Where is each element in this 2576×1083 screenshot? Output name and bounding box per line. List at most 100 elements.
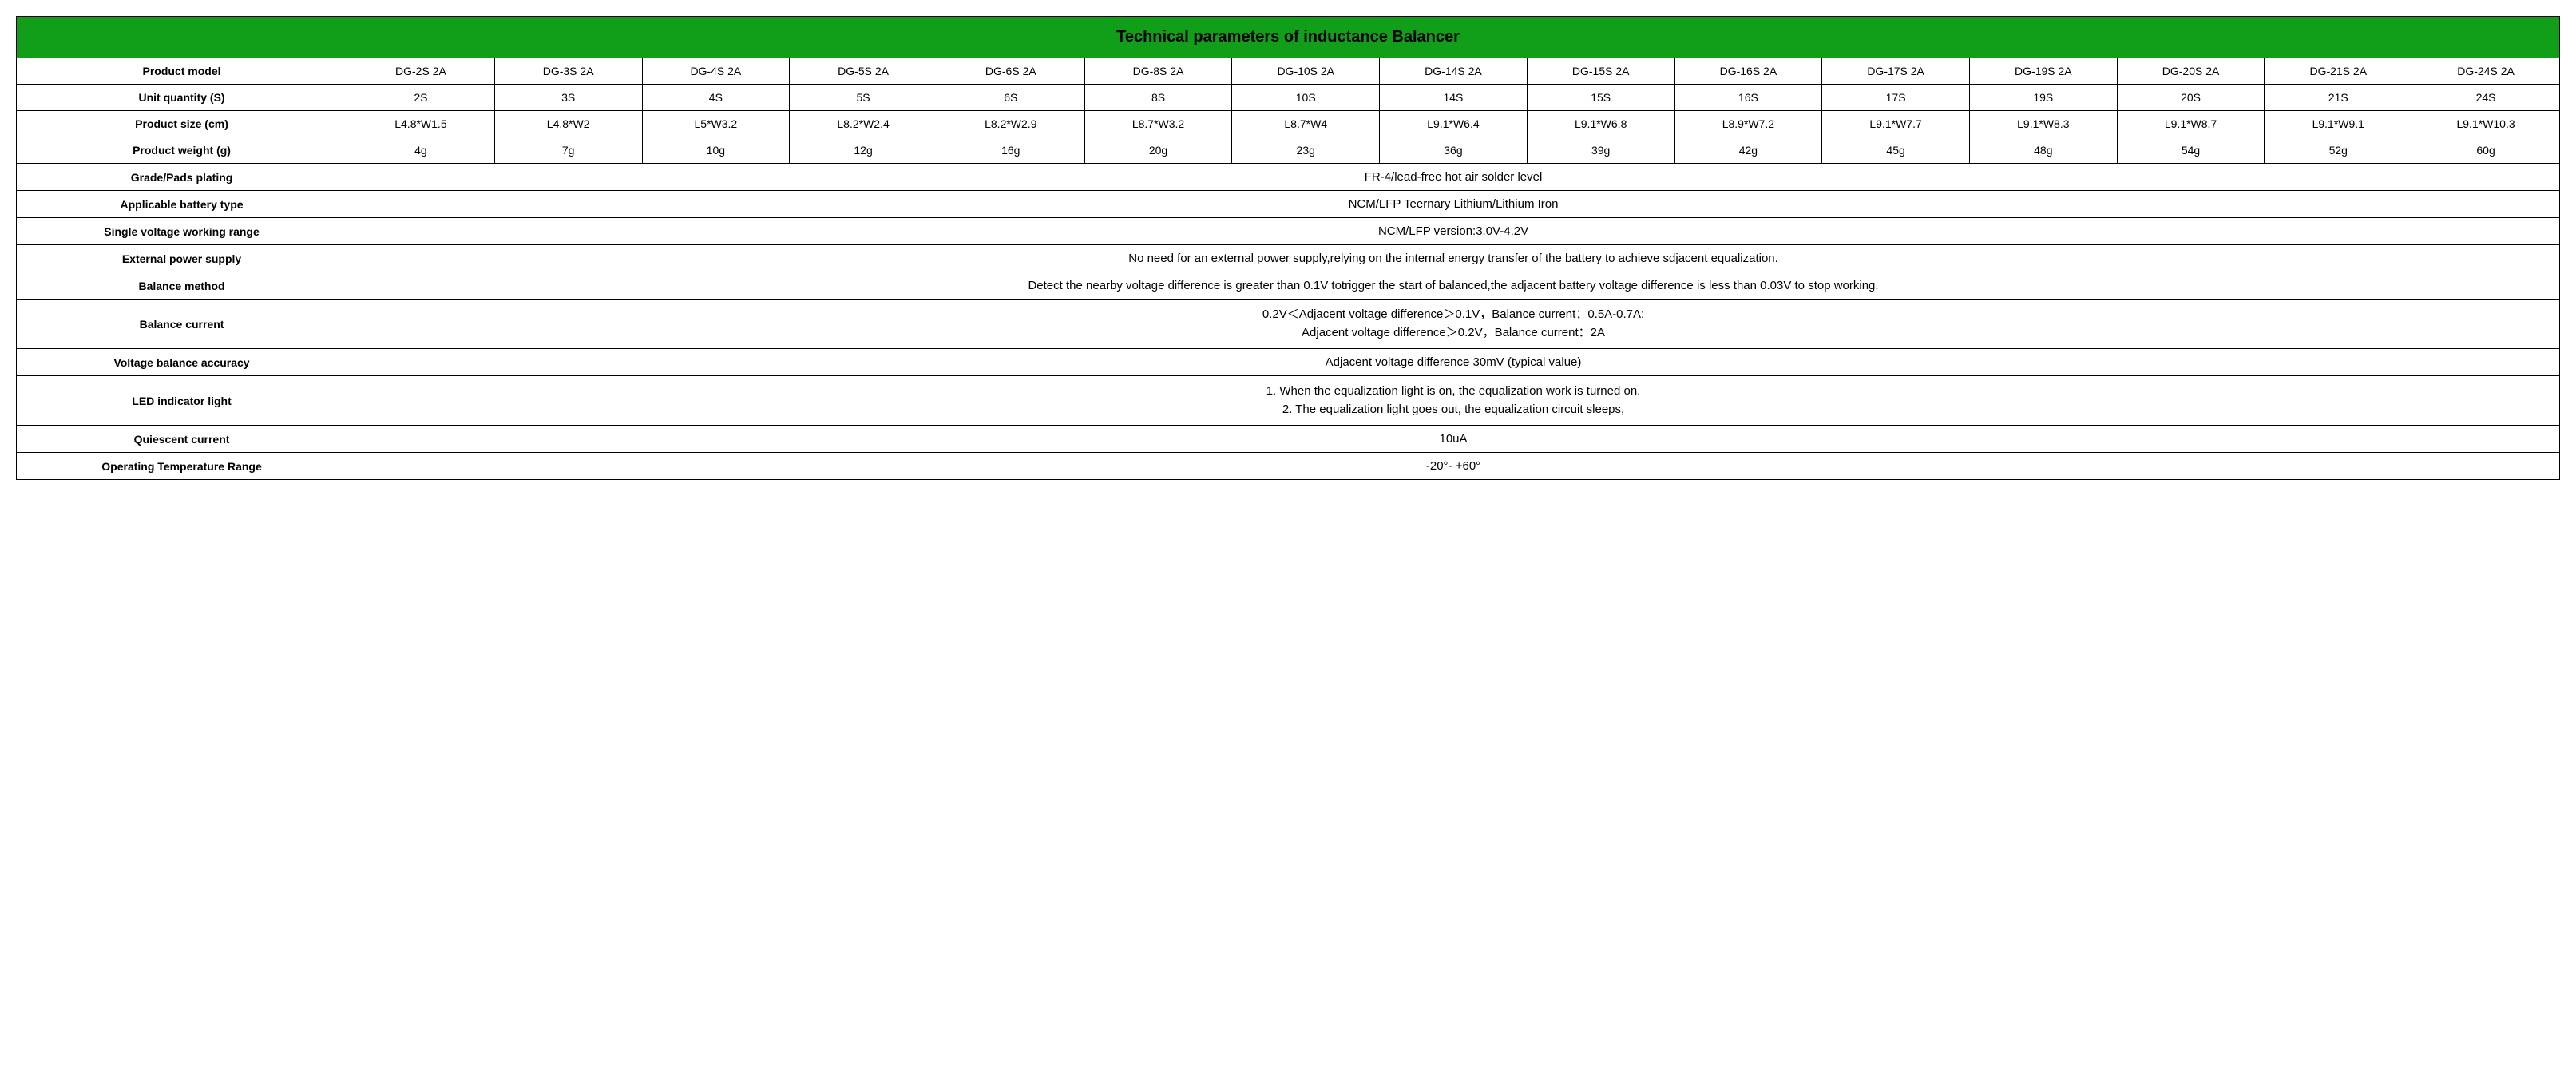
data-cell: 24S <box>2412 85 2560 111</box>
data-cell: L9.1*W8.7 <box>2117 111 2265 137</box>
merged-cell: Detect the nearby voltage difference is … <box>347 272 2560 300</box>
data-cell: 6S <box>937 85 1084 111</box>
data-cell: 10g <box>642 137 790 164</box>
data-cell: DG-17S 2A <box>1822 58 1970 85</box>
title-row: Technical parameters of inductance Balan… <box>17 17 2560 58</box>
data-cell: 36g <box>1380 137 1528 164</box>
data-cell: L9.1*W9.1 <box>2265 111 2412 137</box>
data-cell: L5*W3.2 <box>642 111 790 137</box>
merged-cell: FR-4/lead-free hot air solder level <box>347 164 2560 191</box>
data-cell: 39g <box>1527 137 1674 164</box>
table-title: Technical parameters of inductance Balan… <box>17 17 2560 58</box>
data-cell: DG-6S 2A <box>937 58 1084 85</box>
data-cell: DG-10S 2A <box>1232 58 1380 85</box>
data-cell: DG-24S 2A <box>2412 58 2560 85</box>
data-cell: 48g <box>1969 137 2117 164</box>
data-cell: 42g <box>1674 137 1822 164</box>
merged-cell: NCM/LFP version:3.0V-4.2V <box>347 218 2560 245</box>
table-row: Product size (cm)L4.8*W1.5L4.8*W2L5*W3.2… <box>17 111 2560 137</box>
data-cell: 10S <box>1232 85 1380 111</box>
data-cell: DG-21S 2A <box>2265 58 2412 85</box>
data-cell: 54g <box>2117 137 2265 164</box>
merged-cell: NCM/LFP Teernary Lithium/Lithium Iron <box>347 191 2560 218</box>
table-row: Balance current0.2V＜Adjacent voltage dif… <box>17 300 2560 349</box>
data-cell: 23g <box>1232 137 1380 164</box>
row-label: LED indicator light <box>17 376 347 426</box>
row-label: Product model <box>17 58 347 85</box>
table-row: Grade/Pads platingFR-4/lead-free hot air… <box>17 164 2560 191</box>
data-cell: 4g <box>347 137 495 164</box>
table-row: Unit quantity (S)2S3S4S5S6S8S10S14S15S16… <box>17 85 2560 111</box>
spec-table: Technical parameters of inductance Balan… <box>16 16 2560 480</box>
data-cell: 14S <box>1380 85 1528 111</box>
row-label: Product weight (g) <box>17 137 347 164</box>
row-label: Balance current <box>17 300 347 349</box>
data-cell: DG-16S 2A <box>1674 58 1822 85</box>
data-cell: DG-19S 2A <box>1969 58 2117 85</box>
table-row: External power supplyNo need for an exte… <box>17 245 2560 272</box>
row-label: Product size (cm) <box>17 111 347 137</box>
data-cell: 16S <box>1674 85 1822 111</box>
data-cell: 17S <box>1822 85 1970 111</box>
merged-cell: -20°- +60° <box>347 453 2560 480</box>
data-cell: DG-2S 2A <box>347 58 495 85</box>
data-cell: DG-4S 2A <box>642 58 790 85</box>
data-cell: DG-14S 2A <box>1380 58 1528 85</box>
data-cell: 45g <box>1822 137 1970 164</box>
data-cell: L8.7*W3.2 <box>1084 111 1232 137</box>
data-cell: L9.1*W10.3 <box>2412 111 2560 137</box>
row-label: Grade/Pads plating <box>17 164 347 191</box>
row-label: Single voltage working range <box>17 218 347 245</box>
merged-cell: Adjacent voltage difference 30mV (typica… <box>347 349 2560 376</box>
data-cell: DG-3S 2A <box>494 58 642 85</box>
data-cell: L8.2*W2.9 <box>937 111 1084 137</box>
data-cell: DG-8S 2A <box>1084 58 1232 85</box>
data-cell: 5S <box>790 85 937 111</box>
data-cell: L9.1*W7.7 <box>1822 111 1970 137</box>
data-cell: L9.1*W8.3 <box>1969 111 2117 137</box>
row-label: Voltage balance accuracy <box>17 349 347 376</box>
data-cell: 19S <box>1969 85 2117 111</box>
data-cell: L8.9*W7.2 <box>1674 111 1822 137</box>
row-label: Balance method <box>17 272 347 300</box>
merged-cell: 0.2V＜Adjacent voltage difference＞0.1V，Ba… <box>347 300 2560 349</box>
row-label: Applicable battery type <box>17 191 347 218</box>
data-cell: 3S <box>494 85 642 111</box>
table-row: Product modelDG-2S 2ADG-3S 2ADG-4S 2ADG-… <box>17 58 2560 85</box>
cell-line: Adjacent voltage difference＞0.2V，Balance… <box>351 324 2556 343</box>
data-cell: 2S <box>347 85 495 111</box>
data-cell: 16g <box>937 137 1084 164</box>
cell-line: 2. The equalization light goes out, the … <box>351 401 2556 419</box>
data-cell: L9.1*W6.4 <box>1380 111 1528 137</box>
data-cell: 15S <box>1527 85 1674 111</box>
data-cell: 21S <box>2265 85 2412 111</box>
merged-cell: No need for an external power supply,rel… <box>347 245 2560 272</box>
data-cell: 60g <box>2412 137 2560 164</box>
row-label: Unit quantity (S) <box>17 85 347 111</box>
merged-cell: 1. When the equalization light is on, th… <box>347 376 2560 426</box>
table-row: Voltage balance accuracyAdjacent voltage… <box>17 349 2560 376</box>
data-cell: L4.8*W2 <box>494 111 642 137</box>
data-cell: 12g <box>790 137 937 164</box>
cell-line: 0.2V＜Adjacent voltage difference＞0.1V，Ba… <box>351 306 2556 324</box>
data-cell: DG-5S 2A <box>790 58 937 85</box>
table-row: Balance methodDetect the nearby voltage … <box>17 272 2560 300</box>
merged-cell: 10uA <box>347 426 2560 453</box>
table-row: Operating Temperature Range-20°- +60° <box>17 453 2560 480</box>
row-label: Quiescent current <box>17 426 347 453</box>
row-label: External power supply <box>17 245 347 272</box>
data-cell: L8.2*W2.4 <box>790 111 937 137</box>
table-row: Single voltage working rangeNCM/LFP vers… <box>17 218 2560 245</box>
table-row: Quiescent current10uA <box>17 426 2560 453</box>
data-cell: L8.7*W4 <box>1232 111 1380 137</box>
table-row: Product weight (g)4g7g10g12g16g20g23g36g… <box>17 137 2560 164</box>
data-cell: 4S <box>642 85 790 111</box>
data-cell: DG-20S 2A <box>2117 58 2265 85</box>
table-body: Technical parameters of inductance Balan… <box>17 17 2560 480</box>
data-cell: L4.8*W1.5 <box>347 111 495 137</box>
data-cell: 20g <box>1084 137 1232 164</box>
data-cell: 20S <box>2117 85 2265 111</box>
data-cell: 52g <box>2265 137 2412 164</box>
row-label: Operating Temperature Range <box>17 453 347 480</box>
table-row: LED indicator light1. When the equalizat… <box>17 376 2560 426</box>
